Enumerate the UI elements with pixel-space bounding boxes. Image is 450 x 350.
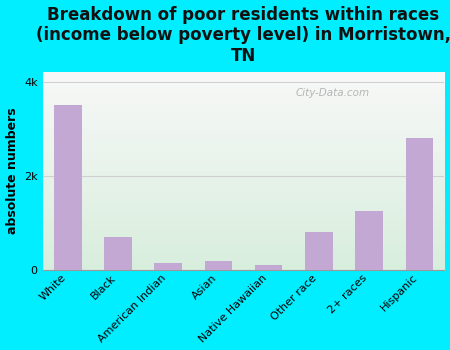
Y-axis label: absolute numbers: absolute numbers: [5, 108, 18, 234]
Bar: [405, 138, 433, 270]
Bar: [104, 237, 132, 270]
Title: Breakdown of poor residents within races
(income below poverty level) in Morrist: Breakdown of poor residents within races…: [36, 6, 450, 65]
Bar: [54, 105, 81, 270]
Text: City-Data.com: City-Data.com: [296, 88, 370, 98]
Bar: [255, 265, 283, 270]
Bar: [154, 263, 182, 270]
Bar: [305, 232, 333, 270]
Bar: [205, 260, 232, 270]
Bar: [356, 211, 383, 270]
